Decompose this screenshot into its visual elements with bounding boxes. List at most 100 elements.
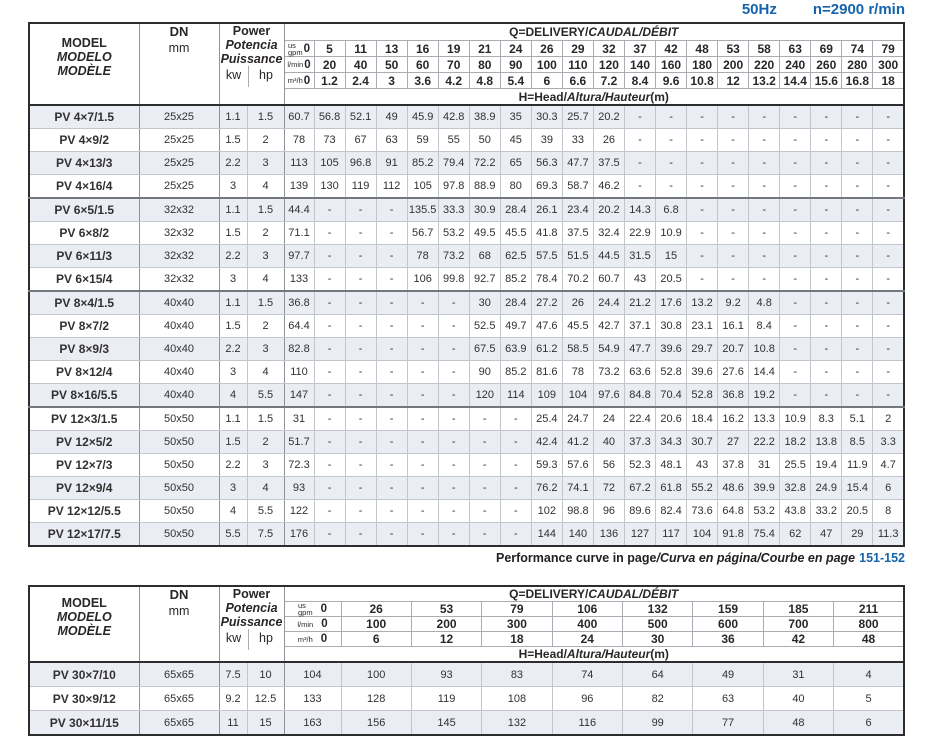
head-cell: 16.2 — [717, 406, 750, 431]
head-cell: - — [779, 244, 812, 268]
hp-cell: 10 — [246, 661, 285, 687]
hp-label: hp — [247, 629, 284, 650]
head-cell: - — [841, 267, 874, 292]
head-cell: - — [810, 360, 843, 384]
head-cell: 6 — [872, 476, 905, 500]
head-cell: 40 — [592, 430, 625, 454]
head-cell: 47.7 — [561, 151, 594, 175]
head-cell: 58.5 — [561, 337, 594, 361]
head-cell: 30.8 — [655, 314, 688, 338]
flow-value: 106 — [551, 601, 624, 617]
head-cell: - — [748, 221, 781, 245]
head-cell: 10.8 — [748, 337, 781, 361]
head-cell: 33 — [561, 128, 594, 152]
head-cell: - — [779, 337, 812, 361]
head-cell: 72.3 — [283, 453, 315, 477]
head-cell: - — [841, 128, 874, 152]
head-cell: 25.7 — [561, 104, 594, 129]
head-cell: - — [810, 244, 843, 268]
head-cell: 96.8 — [344, 151, 377, 175]
head-cell: - — [468, 499, 501, 523]
head-cell: 119 — [344, 174, 377, 199]
kw-cell: 3 — [218, 267, 248, 292]
head-cell: - — [779, 128, 812, 152]
head-cell: - — [686, 267, 719, 292]
kw-cell: 3 — [218, 174, 248, 199]
head-cell: - — [748, 197, 781, 222]
head-cell: - — [406, 430, 439, 454]
hp-cell: 12.5 — [246, 686, 285, 711]
dn-cell: 40x40 — [138, 314, 220, 338]
head-cell: 58.7 — [561, 174, 594, 199]
kw-cell: 1.5 — [218, 128, 248, 152]
head-cell: 64.4 — [283, 314, 315, 338]
head-cell: 34.3 — [655, 430, 688, 454]
head-cell: 82.4 — [655, 499, 688, 523]
head-cell: - — [717, 244, 750, 268]
flow-value: 26 — [340, 601, 412, 617]
flow-value: 200 — [717, 56, 750, 73]
head-cell: 127 — [623, 522, 657, 547]
hp-cell: 2 — [246, 430, 285, 454]
head-cell: - — [437, 406, 470, 431]
head-cell: - — [313, 197, 346, 222]
head-cell: - — [344, 383, 377, 408]
flow-value: 29 — [561, 40, 594, 57]
head-cell: - — [313, 383, 346, 408]
head-cell: 97.7 — [283, 244, 315, 268]
spec-header: 50Hz n=2900 r/min — [742, 1, 905, 18]
head-cell: - — [313, 290, 346, 315]
head-cell: - — [499, 499, 532, 523]
head-cell: - — [375, 383, 408, 408]
head-cell: - — [313, 522, 346, 547]
head-cell: 20.2 — [592, 104, 625, 129]
head-cell: - — [872, 244, 905, 268]
table-row: PV 4×16/4 25x25 3 4 139 130 119 112 105 97.8 88.9 8… — [28, 174, 905, 199]
head-cell: 15 — [655, 244, 688, 268]
hp-cell: 5.5 — [246, 499, 285, 523]
head-cell: 99.8 — [437, 267, 470, 292]
head-cell: 39.9 — [748, 476, 781, 500]
flow-value: 16 — [406, 40, 439, 57]
head-cell: 43 — [686, 453, 719, 477]
head-cell: 19.2 — [748, 383, 781, 408]
head-cell: 106 — [406, 267, 439, 292]
head-cell: - — [344, 197, 377, 222]
kw-cell: 1.1 — [218, 197, 248, 222]
head-cell: 71.1 — [283, 221, 315, 245]
head-cell: 128 — [340, 686, 412, 711]
head-cell: - — [779, 104, 812, 129]
flow-value: 36 — [692, 631, 764, 647]
head-cell: 28.4 — [499, 197, 532, 222]
head-cell: 88.9 — [468, 174, 501, 199]
dn-cell: 65x65 — [138, 686, 220, 711]
head-cell: 18.2 — [779, 430, 812, 454]
flow-value: 700 — [762, 616, 835, 632]
head-cell: - — [872, 128, 905, 152]
hp-cell: 3 — [246, 453, 285, 477]
head-cell: 78 — [406, 244, 439, 268]
head-cell: 78 — [561, 360, 594, 384]
flow-value: 26 — [530, 40, 563, 57]
model-cell: PV 6×11/3 — [28, 244, 140, 268]
flow-value: 30 — [621, 631, 694, 647]
head-cell: 91.8 — [717, 522, 750, 547]
head-cell: 145 — [410, 710, 483, 736]
head-cell: 63.6 — [623, 360, 657, 384]
head-cell: - — [375, 290, 408, 315]
head-cell: - — [437, 360, 470, 384]
model-cell: PV 30×11/15 — [28, 710, 140, 736]
head-cell: 81.6 — [530, 360, 563, 384]
head-cell: - — [655, 174, 688, 199]
head-cell: - — [717, 221, 750, 245]
table-row: PV 6×8/2 32x32 1.5 2 71.1- - -56.7 53.2 49.5 45.5… — [28, 221, 905, 245]
head-cell: 33.3 — [437, 197, 470, 222]
model-cell: PV 8×7/2 — [28, 314, 140, 338]
head-cell: 62.5 — [499, 244, 532, 268]
head-cell: 27.6 — [717, 360, 750, 384]
dn-label: DN — [169, 24, 189, 39]
head-title: H=Head/Altura/Hauteur(m) — [283, 88, 905, 106]
head-cell: - — [406, 476, 439, 500]
head-cell: 22.2 — [748, 430, 781, 454]
head-cell: 56.7 — [406, 221, 439, 245]
